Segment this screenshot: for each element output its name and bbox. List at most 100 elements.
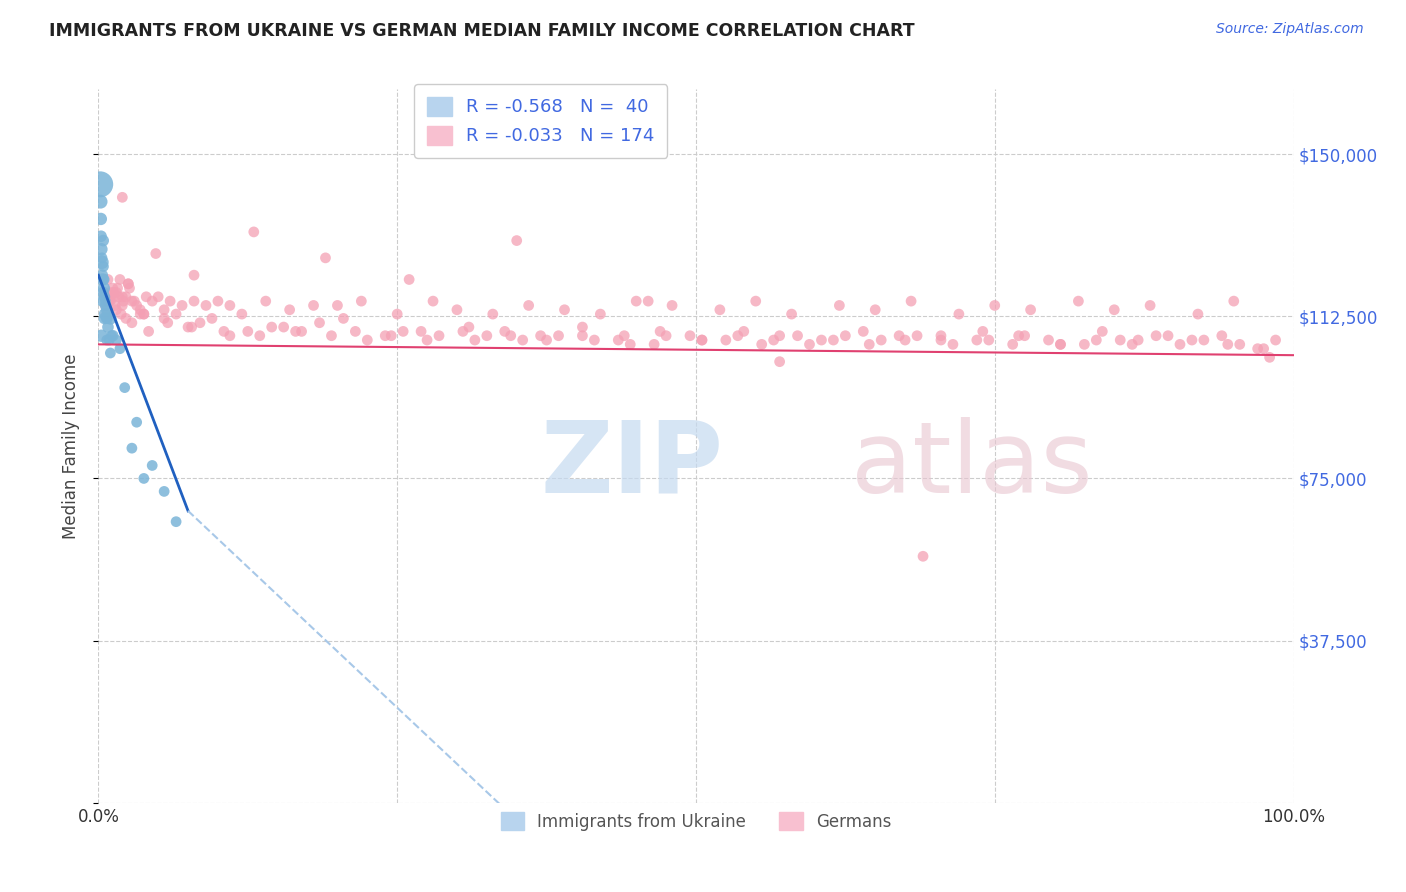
Point — [589, 307, 612, 321]
Point — [132, 307, 155, 321]
Point — [905, 328, 928, 343]
Point — [1091, 325, 1114, 339]
Point — [103, 290, 125, 304]
Point — [153, 302, 176, 317]
Point — [482, 307, 505, 321]
Point — [499, 328, 522, 343]
Point — [350, 294, 373, 309]
Point — [900, 294, 922, 309]
Point — [834, 328, 856, 343]
Point — [380, 328, 402, 343]
Point — [101, 281, 124, 295]
Point — [93, 285, 115, 300]
Point — [111, 290, 134, 304]
Point — [583, 333, 606, 347]
Point — [709, 302, 731, 317]
Point — [1264, 333, 1286, 347]
Point — [138, 325, 160, 339]
Point — [315, 251, 337, 265]
Point — [607, 333, 630, 347]
Point — [100, 285, 122, 300]
Point — [464, 333, 486, 347]
Point — [1211, 328, 1233, 343]
Point — [145, 246, 167, 260]
Point — [1253, 342, 1275, 356]
Point — [243, 225, 266, 239]
Point — [458, 320, 481, 334]
Point — [201, 311, 224, 326]
Point — [398, 272, 420, 286]
Point — [125, 415, 148, 429]
Point — [1073, 337, 1095, 351]
Point — [90, 211, 112, 226]
Point — [619, 337, 641, 351]
Point — [91, 251, 114, 265]
Point — [517, 298, 540, 312]
Point — [786, 328, 808, 343]
Point — [98, 346, 122, 360]
Point — [769, 328, 792, 343]
Point — [894, 333, 917, 347]
Point — [762, 333, 785, 347]
Point — [98, 294, 122, 309]
Point — [107, 290, 129, 304]
Point — [121, 316, 143, 330]
Point — [416, 333, 439, 347]
Point — [929, 333, 952, 347]
Point — [1001, 337, 1024, 351]
Point — [112, 294, 135, 309]
Point — [1019, 302, 1042, 317]
Point — [153, 484, 176, 499]
Point — [650, 325, 672, 339]
Point — [1049, 337, 1071, 351]
Point — [98, 290, 122, 304]
Point — [799, 337, 821, 351]
Point — [117, 277, 139, 291]
Point — [494, 325, 516, 339]
Point — [125, 298, 148, 312]
Point — [212, 325, 235, 339]
Point — [823, 333, 845, 347]
Point — [780, 307, 803, 321]
Point — [690, 333, 713, 347]
Point — [422, 294, 444, 309]
Point — [94, 294, 117, 309]
Point — [110, 307, 132, 321]
Point — [1085, 333, 1108, 347]
Point — [1008, 328, 1031, 343]
Point — [1109, 333, 1132, 347]
Point — [111, 298, 134, 312]
Point — [96, 311, 118, 326]
Point — [356, 333, 378, 347]
Point — [1229, 337, 1251, 351]
Point — [90, 255, 112, 269]
Point — [302, 298, 325, 312]
Text: Source: ZipAtlas.com: Source: ZipAtlas.com — [1216, 22, 1364, 37]
Point — [96, 333, 118, 347]
Point — [1038, 333, 1060, 347]
Point — [188, 316, 211, 330]
Point — [547, 328, 569, 343]
Point — [1258, 351, 1281, 365]
Point — [1049, 337, 1071, 351]
Text: ZIP: ZIP — [541, 417, 724, 514]
Point — [97, 320, 120, 334]
Point — [114, 381, 136, 395]
Point — [972, 325, 994, 339]
Point — [90, 328, 112, 343]
Point — [124, 294, 146, 309]
Point — [93, 272, 115, 286]
Point — [118, 281, 141, 295]
Point — [278, 302, 301, 317]
Point — [655, 328, 678, 343]
Point — [643, 337, 665, 351]
Point — [984, 298, 1007, 312]
Point — [180, 320, 202, 334]
Point — [1014, 328, 1036, 343]
Point — [96, 302, 118, 317]
Point — [104, 298, 127, 312]
Point — [427, 328, 450, 343]
Point — [94, 298, 117, 312]
Point — [91, 234, 114, 248]
Point — [751, 337, 773, 351]
